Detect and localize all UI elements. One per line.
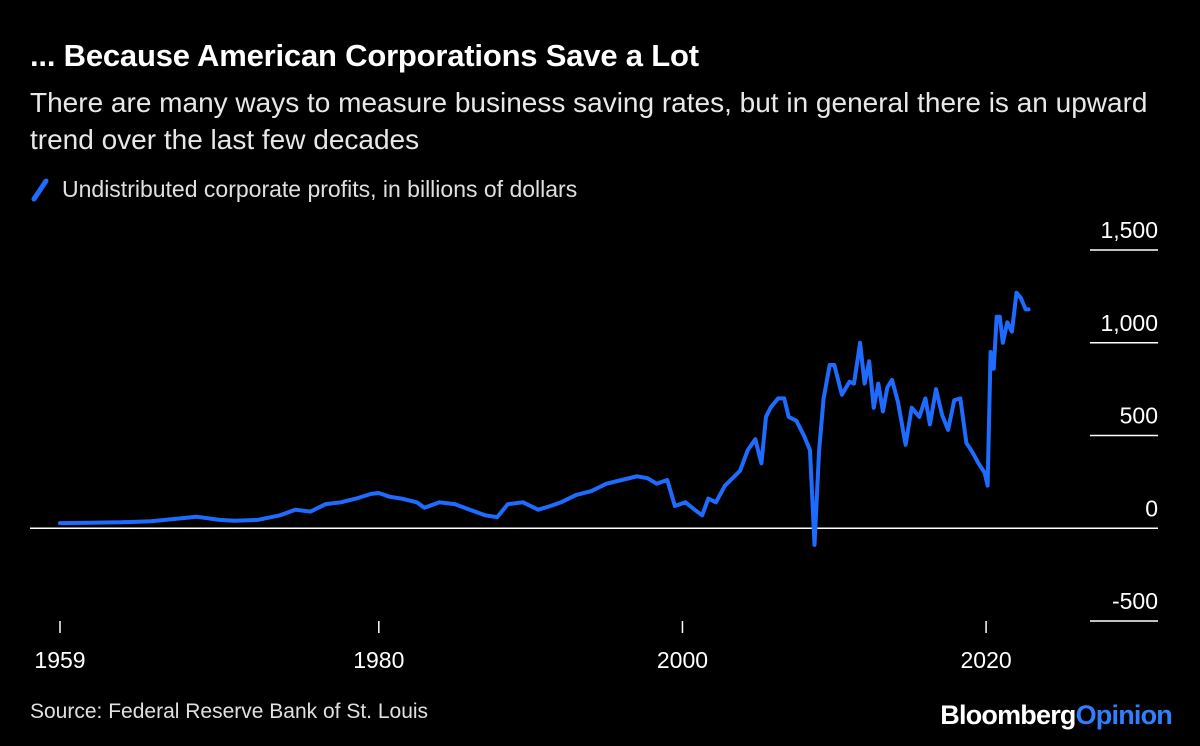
chart-subtitle: There are many ways to measure business …	[30, 87, 1148, 155]
series-line	[58, 290, 1031, 547]
source-note: Source: Federal Reserve Bank of St. Loui…	[30, 700, 429, 723]
y-tick-label: 1,500	[1100, 217, 1158, 243]
x-tick-label: 2020	[961, 647, 1012, 673]
y-tick-label: 1,000	[1100, 310, 1158, 336]
chart-title: ... Because American Corporations Save a…	[30, 38, 699, 73]
y-tick-label: 0	[1145, 495, 1158, 521]
y-axis: 1,500 1,000 500 0 -500	[30, 217, 1158, 622]
y-tick-label: -500	[1112, 588, 1158, 614]
legend-swatch-icon	[31, 178, 49, 201]
x-tick-label: 2000	[657, 647, 708, 673]
x-tick-label: 1959	[34, 647, 85, 673]
y-tick-label: 500	[1120, 403, 1158, 429]
series-group	[58, 290, 1031, 547]
x-tick-label: 1980	[353, 647, 404, 673]
brand-logo: BloombergOpinion	[940, 700, 1173, 731]
legend-label: Undistributed corporate profits, in bill…	[62, 176, 578, 202]
legend: Undistributed corporate profits, in bill…	[30, 176, 577, 203]
brand-main: Bloomberg	[940, 700, 1076, 730]
x-axis: 1959 1980 2000 2020	[34, 621, 1012, 673]
brand-accent: Opinion	[1075, 700, 1173, 730]
